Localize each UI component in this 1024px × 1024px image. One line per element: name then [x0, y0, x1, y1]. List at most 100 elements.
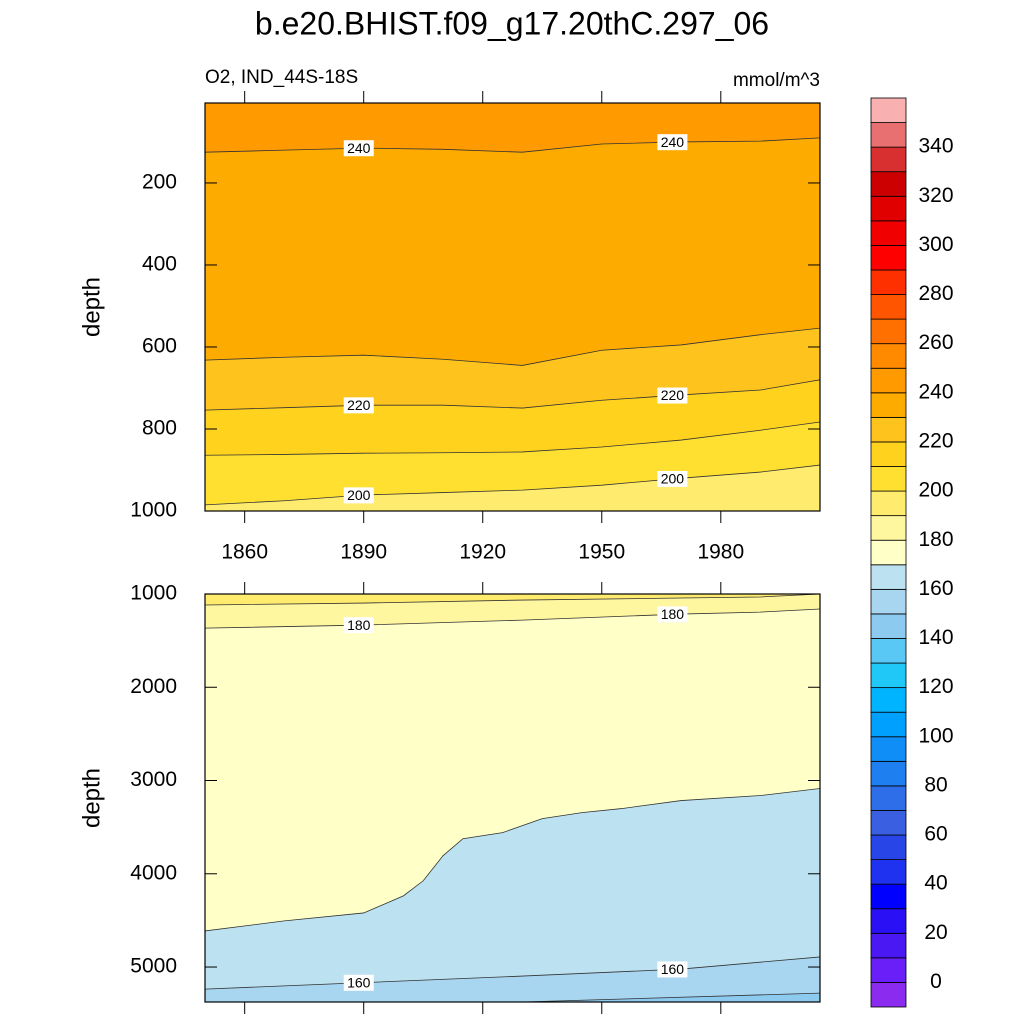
colorbar-box: [870, 466, 907, 492]
contour-label: 220: [661, 387, 685, 403]
contour-label-box: [343, 617, 374, 634]
contour-label-box: [657, 387, 688, 404]
colorbar-box: [870, 318, 907, 345]
contour-label: 200: [347, 487, 371, 503]
colorbar-box: [870, 171, 907, 197]
plot-area: 180 180 160 160: [205, 594, 820, 1002]
colorbar-tick-label: 100: [918, 724, 953, 747]
contour-label-box: [343, 140, 374, 157]
contour-line: [205, 137, 820, 153]
colorbar-box: [870, 687, 907, 713]
contour-label-box: [657, 961, 688, 978]
colorbar-box: [870, 220, 907, 246]
colorbar-box: [870, 564, 907, 590]
colorbar-tick-label: 320: [918, 184, 953, 207]
chart-title: b.e20.BHIST.f09_g17.20thC.297_06: [255, 5, 769, 41]
colorbar-tick-label: 0: [930, 970, 942, 993]
colorbar-tick-label: 200: [918, 479, 953, 502]
colorbar-box: [870, 810, 907, 836]
colorbar-box: [870, 539, 907, 566]
y-tick-label: 4000: [130, 861, 177, 884]
x-tick-label: 1920: [459, 541, 506, 564]
colorbar-box: [870, 441, 907, 467]
colorbar-box: [870, 613, 907, 639]
colorbar-tick-label: 280: [918, 282, 953, 305]
right-label: mmol/m^3: [733, 70, 820, 91]
colorbar-tick-label: 120: [918, 675, 953, 698]
colorbar-box: [870, 932, 907, 959]
contour-line: [205, 594, 820, 606]
colorbar-box: [870, 711, 907, 738]
contour-line: [205, 788, 820, 932]
y-tick-label: 3000: [130, 768, 177, 791]
plot-area: 240 240 220 220 200 200: [205, 103, 820, 511]
colorbar-box: [870, 122, 907, 148]
colorbar-box: [870, 146, 907, 173]
y-tick-label: 2000: [130, 675, 177, 698]
colorbar-box: [870, 736, 907, 762]
y-tick-label: 800: [142, 417, 177, 440]
colorbar-box: [870, 490, 907, 517]
colorbar-box: [870, 245, 907, 271]
contour-label-box: [657, 134, 688, 151]
colorbar-box: [870, 392, 907, 418]
y-axis-label: depth: [78, 277, 105, 337]
colorbar-tick-label: 80: [924, 773, 947, 796]
contour-line: [205, 327, 820, 366]
contour-label: 240: [661, 134, 685, 150]
contour-label-box: [343, 974, 374, 991]
y-tick-label: 400: [142, 253, 177, 276]
contour-label: 180: [347, 617, 371, 633]
y-tick-label: 5000: [130, 955, 177, 978]
colorbar-box: [870, 269, 907, 295]
colorbar-box: [870, 588, 907, 615]
y-axis-label: depth: [78, 768, 105, 828]
contour-line: [205, 379, 820, 411]
contour-label: 200: [661, 471, 685, 487]
colorbar-tick-label: 160: [918, 577, 953, 600]
colorbar-box: [870, 760, 907, 787]
contour-line: [205, 608, 820, 629]
contour-label-box: [343, 397, 374, 414]
y-tick-label: 200: [142, 171, 177, 194]
contour-line: [205, 421, 820, 456]
colorbar-box: [870, 908, 907, 934]
contour-label: 160: [661, 961, 685, 977]
x-tick-label: 1860: [221, 541, 268, 564]
colorbar-box: [870, 834, 907, 860]
contour-label-box: [343, 487, 374, 504]
colorbar-tick-label: 60: [924, 823, 947, 846]
plot-frame: [204, 102, 821, 512]
contour-label: 220: [347, 397, 371, 413]
contour-label-box: [657, 606, 688, 623]
contour-fill: [205, 788, 820, 1002]
contour-line: [522, 992, 820, 1002]
contour-label-box: [657, 470, 688, 487]
y-tick-label: 600: [142, 335, 177, 358]
colorbar-tick-label: 20: [924, 921, 947, 944]
colorbar-tick-label: 300: [918, 233, 953, 256]
colorbar-box: [870, 367, 907, 394]
colorbar-box: [870, 343, 907, 369]
contour-label: 240: [347, 140, 371, 156]
left-label: O2, IND_44S-18S: [205, 67, 358, 88]
colorbar-box: [870, 515, 907, 541]
colorbar-tick-label: 240: [918, 380, 953, 403]
colorbar-box: [870, 416, 907, 443]
colorbar-box: [870, 859, 907, 885]
colorbar-tick-label: 40: [924, 872, 947, 895]
x-tick-label: 1980: [697, 541, 744, 564]
y-tick-label: 1000: [130, 582, 177, 605]
colorbar-box: [870, 662, 907, 689]
colorbar-tick-label: 180: [918, 528, 953, 551]
colorbar-box: [870, 97, 907, 123]
x-tick-label: 1890: [340, 541, 387, 564]
colorbar-tick-label: 260: [918, 331, 953, 354]
colorbar-box: [870, 294, 907, 320]
colorbar-box: [870, 785, 907, 811]
colorbar-box: [870, 883, 907, 910]
plot-frame: [204, 593, 821, 1003]
contour-label: 180: [661, 606, 685, 622]
colorbar-tick-label: 340: [918, 135, 953, 158]
